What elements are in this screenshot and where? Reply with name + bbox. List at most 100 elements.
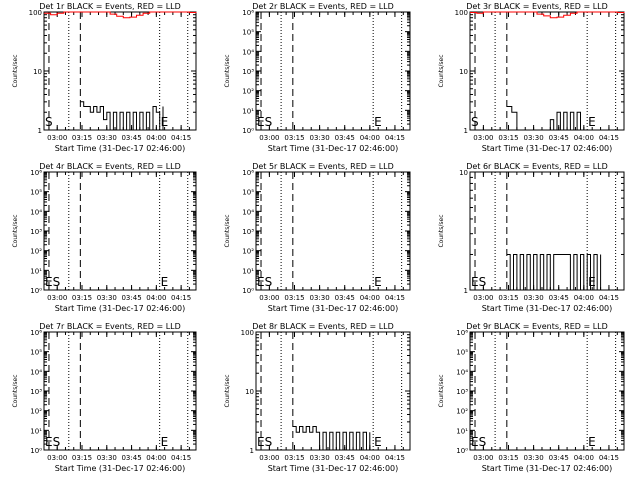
- y-tick-label: 1: [464, 287, 468, 295]
- plot-frame: [43, 331, 197, 451]
- x-tick-label: 04:15: [599, 134, 619, 142]
- marker-label: S: [471, 115, 479, 129]
- x-tick-label: 03:45: [335, 454, 355, 462]
- x-tick-label: 03:00: [473, 454, 493, 462]
- x-tick-label: 04:15: [385, 294, 405, 302]
- events-series-line: [506, 106, 584, 131]
- x-tick-label: 03:45: [335, 134, 355, 142]
- x-tick-label: 03:45: [335, 294, 355, 302]
- x-tick-label: 03:00: [47, 454, 67, 462]
- x-axis-label: Start Time (31-Dec-17 02:46:00): [482, 304, 613, 313]
- x-axis-label: Start Time (31-Dec-17 02:46:00): [55, 304, 186, 313]
- x-tick-label: 04:00: [360, 134, 380, 142]
- chart-title: Det 1r BLACK = Events, RED = LLD: [39, 2, 181, 11]
- x-tick-label: 03:15: [284, 134, 304, 142]
- y-tick-label: 10⁰: [242, 287, 254, 295]
- y-axis-label: Counts/sec: [224, 374, 231, 407]
- events-series-line: [292, 426, 371, 451]
- x-tick-label: 03:15: [498, 454, 518, 462]
- marker-label: E: [374, 435, 382, 449]
- y-tick-label: 10⁶: [30, 329, 42, 337]
- y-axis-label: Counts/sec: [12, 214, 19, 247]
- marker-label: E: [588, 435, 596, 449]
- x-tick-label: 04:15: [171, 454, 191, 462]
- y-tick-label: 10: [33, 68, 42, 76]
- lld-series-line: [44, 11, 197, 19]
- y-tick-label: 10¹: [30, 267, 42, 275]
- y-tick-label: 10²: [242, 88, 254, 96]
- x-tick-label: 03:45: [549, 454, 569, 462]
- panel-det-5: Det 5r BLACK = Events, RED = LLD 10⁰ 10¹ 10…: [224, 162, 411, 313]
- x-tick-label: 03:00: [473, 294, 493, 302]
- marker-label: ES: [257, 115, 272, 129]
- marker-label: ES: [45, 275, 60, 289]
- plot-frame: [43, 171, 197, 291]
- panel-det-8: Det 8r BLACK = Events, RED = LLD 1 10 100 03…: [224, 322, 411, 473]
- y-tick-label: 1: [250, 447, 254, 455]
- x-tick-label: 03:30: [310, 134, 330, 142]
- y-tick-label: 10⁰: [456, 447, 468, 455]
- events-series-line: [80, 101, 164, 131]
- x-tick-label: 03:30: [310, 294, 330, 302]
- x-axis-label: Start Time (31-Dec-17 02:46:00): [55, 464, 186, 473]
- y-tick-label: 10: [245, 388, 254, 396]
- y-tick-label: 10⁵: [242, 29, 254, 37]
- y-tick-label: 10¹: [242, 107, 254, 115]
- y-tick-label: 10¹: [456, 427, 468, 435]
- plot-frame: [255, 171, 411, 291]
- y-tick-label: 10⁰: [242, 127, 254, 135]
- lld-series-line: [470, 11, 625, 19]
- y-tick-label: 10⁴: [30, 368, 42, 376]
- x-tick-label: 03:00: [259, 454, 279, 462]
- chart-title: Det 2r BLACK = Events, RED = LLD: [252, 2, 394, 11]
- x-tick-label: 03:45: [549, 294, 569, 302]
- x-tick-label: 04:00: [146, 134, 166, 142]
- y-tick-label: 10⁵: [30, 189, 42, 197]
- y-axis-label: Counts/sec: [438, 374, 445, 407]
- chart-title: Det 6r BLACK = Events, RED = LLD: [466, 162, 608, 171]
- y-tick-label: 10¹: [30, 427, 42, 435]
- panel-det-7: Det 7r BLACK = Events, RED = LLD 10⁰ 10¹ 10…: [12, 322, 197, 473]
- x-tick-label: 03:15: [284, 454, 304, 462]
- y-tick-label: 100: [241, 329, 254, 337]
- y-tick-label: 10²: [30, 408, 42, 416]
- x-axis-label: Start Time (31-Dec-17 02:46:00): [268, 144, 399, 153]
- events-series-line: [506, 254, 602, 291]
- y-tick-label: 10⁴: [242, 208, 254, 216]
- y-tick-label: 10: [459, 68, 468, 76]
- x-tick-label: 03:30: [97, 134, 117, 142]
- x-tick-label: 04:15: [599, 454, 619, 462]
- x-tick-label: 04:00: [574, 454, 594, 462]
- y-axis-label: Counts/sec: [12, 374, 19, 407]
- x-axis-label: Start Time (31-Dec-17 02:46:00): [482, 144, 613, 153]
- x-tick-label: 03:00: [473, 134, 493, 142]
- y-tick-label: 10²: [242, 248, 254, 256]
- y-tick-label: 10²: [456, 408, 468, 416]
- y-tick-label: 10: [459, 169, 468, 177]
- x-tick-label: 03:00: [47, 134, 67, 142]
- x-tick-label: 03:45: [121, 454, 141, 462]
- y-axis-label: Counts/sec: [224, 214, 231, 247]
- panel-det-9: Det 9r BLACK = Events, RED = LLD 10⁰ 10¹ 10…: [438, 322, 625, 473]
- y-tick-label: 10³: [456, 388, 468, 396]
- x-tick-label: 04:15: [385, 454, 405, 462]
- y-tick-label: 10⁶: [30, 169, 42, 177]
- x-tick-label: 03:15: [72, 454, 92, 462]
- x-tick-label: 04:00: [146, 454, 166, 462]
- y-tick-label: 10⁶: [456, 329, 468, 337]
- marker-label: ES: [471, 435, 486, 449]
- marker-label: ES: [471, 275, 486, 289]
- x-tick-label: 03:30: [97, 294, 117, 302]
- y-tick-label: 10⁶: [242, 169, 254, 177]
- y-tick-label: 10¹: [242, 267, 254, 275]
- plot-frame: [255, 11, 411, 131]
- x-tick-label: 03:45: [121, 294, 141, 302]
- x-tick-label: 03:15: [498, 294, 518, 302]
- y-axis-label: Counts/sec: [438, 54, 445, 87]
- y-tick-label: 10⁴: [30, 208, 42, 216]
- marker-label: E: [161, 115, 169, 129]
- y-tick-label: 100: [455, 9, 468, 17]
- marker-label: E: [374, 115, 382, 129]
- y-tick-label: 10³: [242, 228, 254, 236]
- x-tick-label: 03:30: [524, 454, 544, 462]
